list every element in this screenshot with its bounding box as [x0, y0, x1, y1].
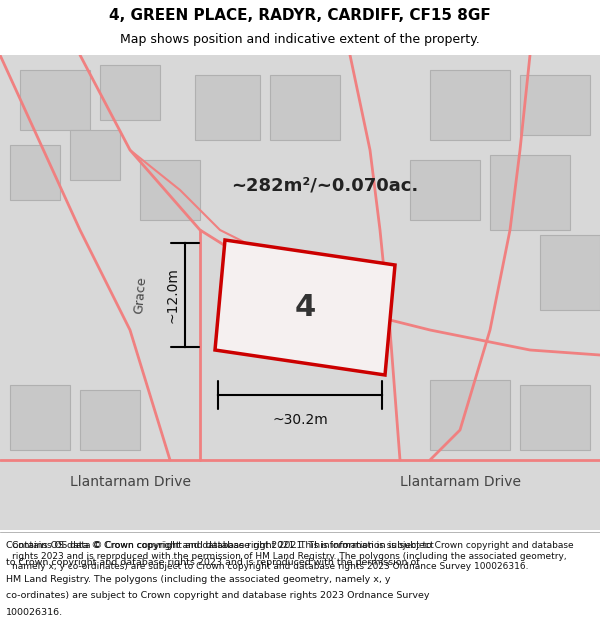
Text: Llantarnam Drive: Llantarnam Drive: [400, 475, 521, 489]
Text: 4, GREEN PLACE, RADYR, CARDIFF, CF15 8GF: 4, GREEN PLACE, RADYR, CARDIFF, CF15 8GF: [109, 8, 491, 23]
Polygon shape: [430, 380, 510, 450]
Text: Contains OS data © Crown copyright and database right 2021. This information is : Contains OS data © Crown copyright and d…: [12, 541, 574, 571]
Polygon shape: [410, 160, 480, 220]
Polygon shape: [195, 75, 260, 140]
Text: co-ordinates) are subject to Crown copyright and database rights 2023 Ordnance S: co-ordinates) are subject to Crown copyr…: [6, 591, 430, 600]
Text: Grace: Grace: [132, 276, 148, 314]
Polygon shape: [10, 385, 70, 450]
Polygon shape: [430, 70, 510, 140]
Polygon shape: [540, 235, 600, 310]
Text: to Crown copyright and database rights 2023 and is reproduced with the permissio: to Crown copyright and database rights 2…: [6, 558, 419, 567]
Polygon shape: [140, 160, 200, 220]
Polygon shape: [215, 240, 395, 375]
Polygon shape: [520, 385, 590, 450]
Polygon shape: [270, 75, 340, 140]
Polygon shape: [490, 155, 570, 230]
Text: 100026316.: 100026316.: [6, 608, 63, 617]
Text: ~30.2m: ~30.2m: [272, 413, 328, 427]
Polygon shape: [520, 75, 590, 135]
Text: Llantarnam Drive: Llantarnam Drive: [70, 475, 191, 489]
Text: 4: 4: [295, 293, 316, 322]
Text: Contains OS data © Crown copyright and database right 2021. This information is : Contains OS data © Crown copyright and d…: [6, 541, 434, 551]
Polygon shape: [20, 70, 90, 130]
Text: Map shows position and indicative extent of the property.: Map shows position and indicative extent…: [120, 33, 480, 46]
Text: ~282m²/~0.070ac.: ~282m²/~0.070ac.: [232, 176, 419, 194]
Text: HM Land Registry. The polygons (including the associated geometry, namely x, y: HM Land Registry. The polygons (includin…: [6, 574, 391, 584]
Polygon shape: [10, 145, 60, 200]
Polygon shape: [80, 390, 140, 450]
Text: ~12.0m: ~12.0m: [166, 267, 180, 323]
Polygon shape: [70, 130, 120, 180]
Polygon shape: [100, 65, 160, 120]
